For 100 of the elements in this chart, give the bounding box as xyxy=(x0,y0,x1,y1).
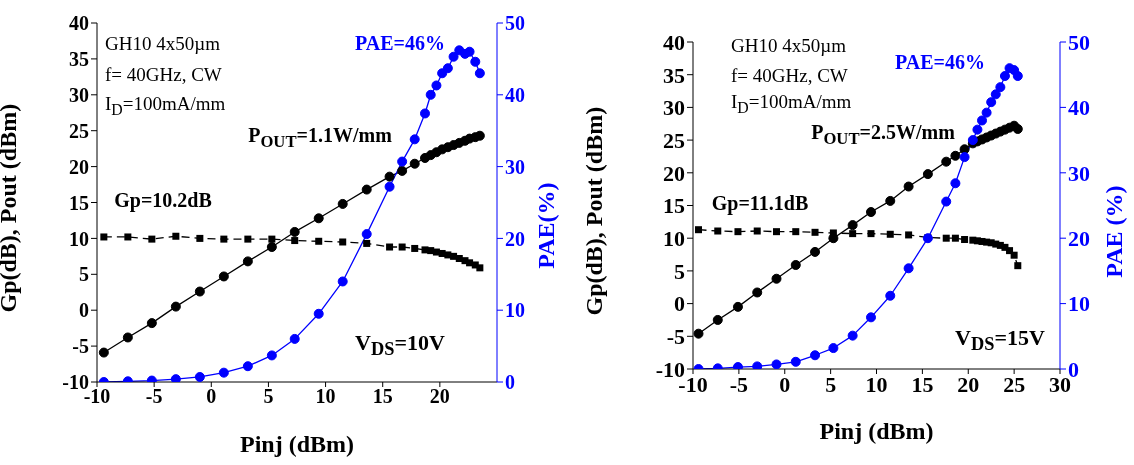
annotation: V$_{DS}$=15V xyxy=(955,324,1045,356)
point xyxy=(847,330,858,341)
point xyxy=(885,290,896,301)
point xyxy=(941,196,952,207)
x-tick-label: 15 xyxy=(911,371,934,397)
y-tick-label: 0 xyxy=(674,291,685,317)
point xyxy=(972,124,983,135)
point xyxy=(866,207,876,218)
point xyxy=(922,169,933,180)
y-tick-label: 25 xyxy=(69,119,89,142)
y2-axis-title: PAE (%) xyxy=(1100,185,1127,278)
point xyxy=(810,350,821,361)
point xyxy=(849,230,857,238)
point xyxy=(951,234,959,242)
point xyxy=(384,171,395,182)
point xyxy=(977,115,988,126)
y-tick-label: 15 xyxy=(69,191,89,214)
point xyxy=(1014,262,1022,270)
point xyxy=(409,158,420,169)
y2-axis-title: PAE(%) xyxy=(532,182,559,269)
x-axis-title: Pinj (dBm) xyxy=(240,431,354,457)
y2-tick-label: 30 xyxy=(1068,160,1090,186)
y2-tick-label: 10 xyxy=(505,299,525,322)
point xyxy=(448,51,459,62)
annotation: I$_{D}$=100mA/mm xyxy=(105,93,226,119)
point xyxy=(981,107,992,118)
y2-tick-label: 40 xyxy=(1068,95,1090,121)
y2-tick-label: 10 xyxy=(1068,291,1090,317)
point xyxy=(885,195,896,206)
point xyxy=(268,235,276,243)
annotation: P$_{OUT}$=2.5W/mm xyxy=(811,121,955,149)
point xyxy=(828,343,839,354)
point xyxy=(712,314,723,325)
point xyxy=(1010,251,1018,259)
annotation: PAE=46% xyxy=(895,50,985,74)
y-tick-label: 35 xyxy=(69,48,89,70)
y2-tick-label: 20 xyxy=(1068,226,1090,252)
point xyxy=(218,271,229,282)
y-tick-label: 25 xyxy=(663,127,685,153)
point xyxy=(732,301,743,312)
point xyxy=(244,235,252,243)
x-tick-label: 20 xyxy=(957,371,980,397)
x-tick-label: 0 xyxy=(779,371,791,397)
point xyxy=(398,243,406,251)
point xyxy=(474,68,485,79)
point xyxy=(867,230,875,238)
x-tick-label: 10 xyxy=(865,371,888,397)
y-tick-label: 5 xyxy=(79,263,89,286)
point xyxy=(695,226,703,234)
point xyxy=(397,156,408,167)
point xyxy=(476,264,484,272)
point xyxy=(990,89,1001,100)
point xyxy=(172,232,180,240)
y-axis-title: Gp(dB), Pout (dBm) xyxy=(580,106,607,316)
point xyxy=(313,308,324,319)
point xyxy=(313,213,324,224)
annotation: V$_{DS}$=10V xyxy=(355,329,445,361)
point xyxy=(752,361,763,369)
point xyxy=(194,286,205,297)
point xyxy=(337,198,348,209)
point xyxy=(386,243,394,251)
y-tick-label: 15 xyxy=(663,193,685,219)
point xyxy=(790,260,801,271)
point xyxy=(959,152,970,163)
y-tick-label: 5 xyxy=(674,258,685,284)
point xyxy=(942,234,950,242)
x-tick-label: -5 xyxy=(145,385,163,408)
point xyxy=(242,256,253,267)
point xyxy=(148,235,156,243)
point xyxy=(961,236,969,244)
point xyxy=(337,276,348,287)
point xyxy=(100,233,108,241)
y-tick-label: 10 xyxy=(663,226,685,252)
point xyxy=(361,229,372,240)
y-tick-label: 20 xyxy=(69,155,89,178)
x-tick-label: 5 xyxy=(263,385,274,408)
annotation: f= 40GHz, CW xyxy=(105,64,222,86)
point xyxy=(420,108,430,119)
annotation: PAE=46% xyxy=(355,31,445,55)
point xyxy=(315,237,323,245)
point xyxy=(170,374,181,382)
point xyxy=(811,228,819,236)
point xyxy=(384,181,395,192)
y-tick-label: 10 xyxy=(69,227,89,250)
point xyxy=(289,333,300,344)
point xyxy=(999,71,1010,82)
point xyxy=(941,156,952,167)
x-tick-label: 20 xyxy=(429,385,450,408)
point xyxy=(734,228,742,236)
point xyxy=(693,328,704,339)
point xyxy=(771,359,782,369)
y-tick-label: 40 xyxy=(663,29,685,55)
point xyxy=(170,301,181,312)
y2-tick-label: 50 xyxy=(505,12,525,35)
point xyxy=(442,63,453,74)
point xyxy=(122,332,133,343)
point xyxy=(792,228,800,236)
x-axis-title: Pinj (dBm) xyxy=(819,418,934,444)
point xyxy=(772,228,780,236)
annotation: GH10 4x50µm xyxy=(731,35,846,57)
